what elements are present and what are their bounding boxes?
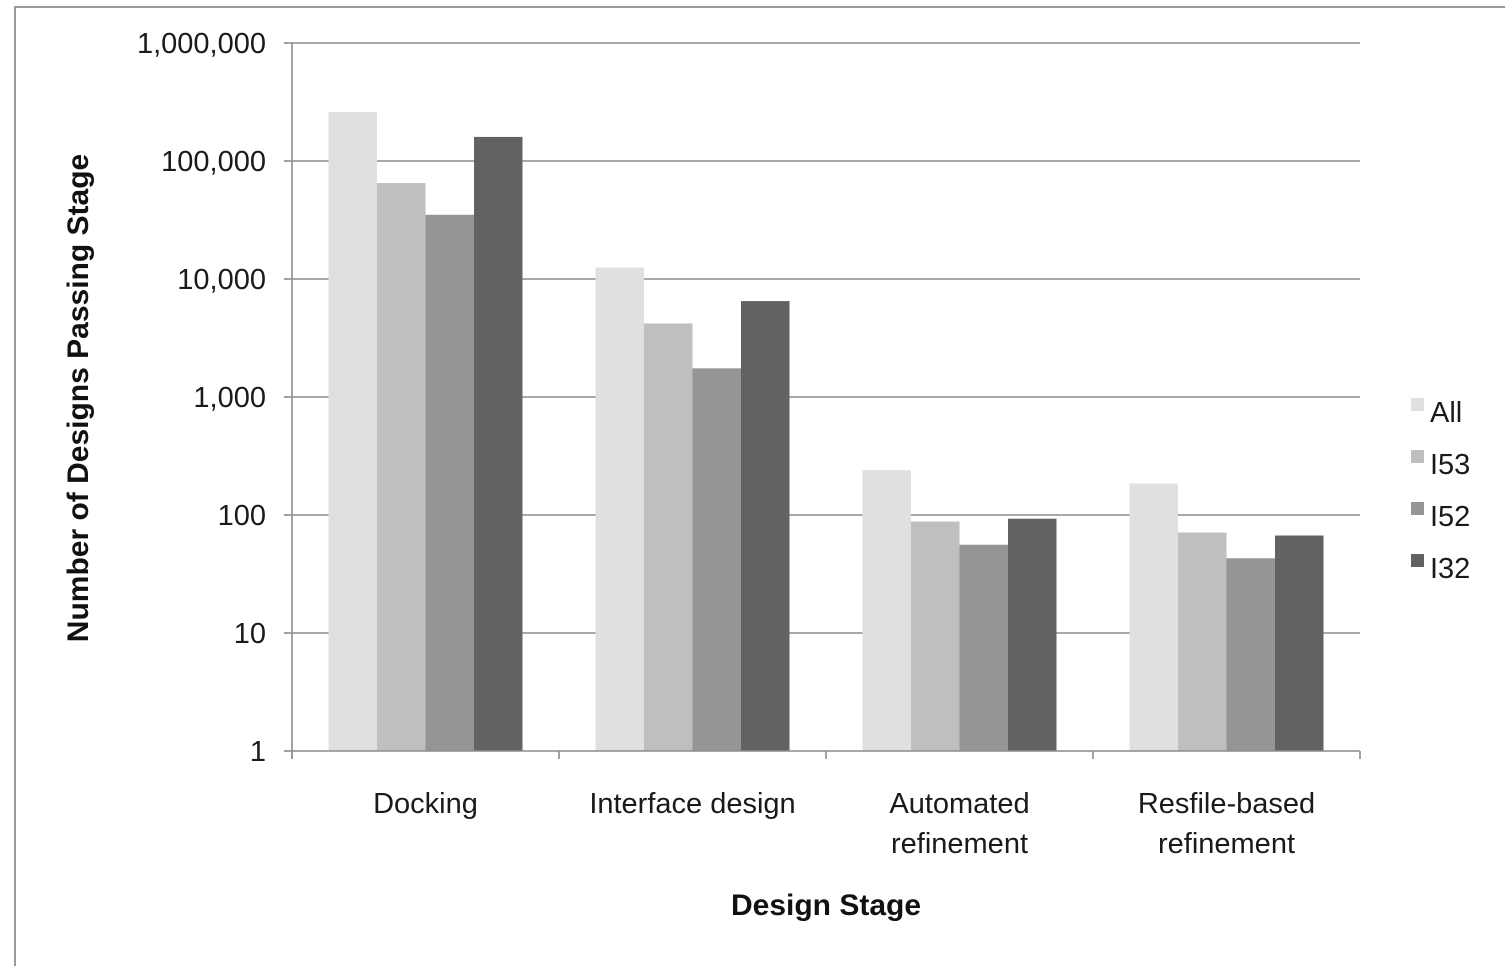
bar-i53-1 — [644, 323, 693, 751]
y-axis-title: Number of Designs Passing Stage — [62, 154, 95, 642]
x-category-label: Interface design — [589, 788, 795, 820]
x-category-label: Resfile-based — [1138, 788, 1315, 820]
gridlines — [292, 42, 1360, 634]
x-category-label: Docking — [373, 788, 478, 820]
bar-i53-3 — [1178, 532, 1227, 751]
legend-label: I52 — [1430, 501, 1470, 533]
chart-frame — [14, 6, 1505, 966]
bar-i53-2 — [911, 521, 960, 751]
bar-i32-2 — [1008, 518, 1057, 751]
y-tick-label: 10,000 — [177, 264, 266, 296]
x-category-labels: Docking Interface design Automated refineme… — [373, 788, 1315, 860]
bar-all-2 — [862, 470, 911, 751]
bar-i32-0 — [474, 136, 523, 752]
legend-swatch — [1411, 398, 1424, 411]
bar-all-3 — [1129, 483, 1178, 751]
y-tick-label: 1 — [250, 736, 266, 768]
y-tick-label: 100,000 — [161, 146, 266, 178]
bar-i53-0 — [377, 183, 426, 751]
bar-i52-2 — [959, 544, 1008, 751]
y-tick-label: 1,000 — [193, 382, 266, 414]
bar-i52-0 — [425, 214, 474, 751]
x-axis-title: Design Stage — [731, 889, 921, 922]
legend-swatch — [1411, 450, 1424, 463]
bar-i52-1 — [692, 368, 741, 751]
axes — [284, 42, 1361, 759]
legend-label: All — [1430, 397, 1462, 429]
bar-all-1 — [595, 267, 644, 751]
y-tick-label: 1,000,000 — [137, 28, 266, 60]
x-category-label: refinement — [1158, 828, 1295, 860]
legend-swatch — [1411, 554, 1424, 567]
x-category-label: refinement — [891, 828, 1028, 860]
bar-i52-3 — [1226, 558, 1275, 751]
legend: All I53 I52 I32 — [1411, 397, 1470, 585]
x-category-label: Automated — [889, 788, 1029, 820]
legend-label: I53 — [1430, 449, 1470, 481]
y-tick-labels: 1 10 100 1,000 10,000 100,000 1,000,000 — [137, 28, 266, 768]
bars — [328, 112, 1324, 752]
legend-label: I32 — [1430, 553, 1470, 585]
bar-all-0 — [328, 112, 377, 751]
bar-i32-3 — [1275, 535, 1324, 751]
y-tick-label: 10 — [234, 618, 266, 650]
y-tick-label: 100 — [218, 500, 266, 532]
bar-i32-1 — [741, 301, 790, 751]
legend-swatch — [1411, 502, 1424, 515]
